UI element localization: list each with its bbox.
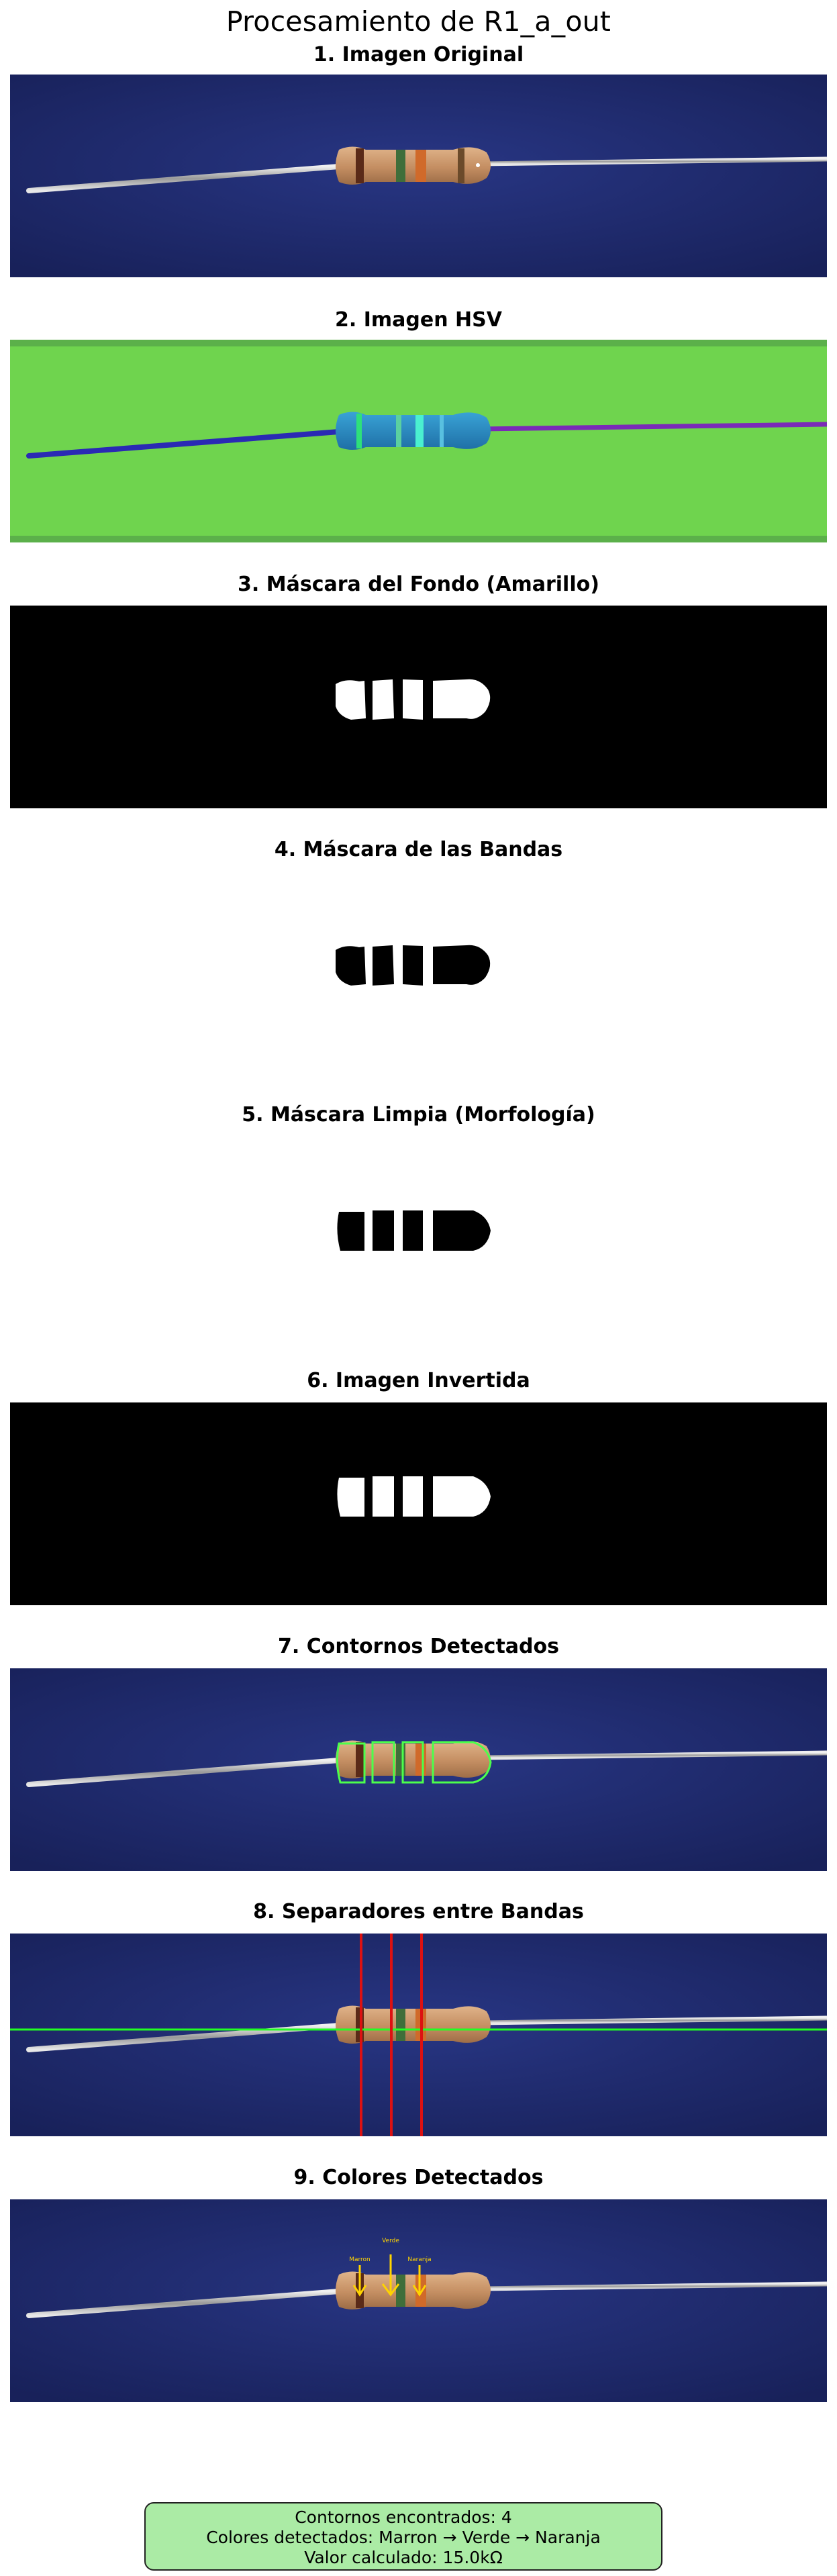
- summary-value: Valor calculado: 15.0kΩ: [304, 2548, 503, 2567]
- label-band2: Verde: [382, 2238, 399, 2244]
- label-band3: Naranja: [407, 2256, 431, 2263]
- panel-clean-mask: [10, 1137, 827, 1339]
- panel-title-inverted: 6. Imagen Invertida: [307, 1369, 530, 1392]
- panel-title-separators: 8. Separadores entre Bandas: [253, 1900, 584, 1923]
- summary-contours: Contornos encontrados: 4: [295, 2508, 512, 2527]
- summary-box: Contornos encontrados: 4 Colores detecta…: [144, 2502, 662, 2571]
- panel-background-mask: [10, 606, 827, 808]
- panel-title-hsv: 2. Imagen HSV: [335, 308, 502, 332]
- panel-separators-image: [10, 1934, 827, 2136]
- panel-title-contours: 7. Contornos Detectados: [278, 1635, 559, 1658]
- panel-bands-mask: [10, 871, 827, 1074]
- panel-title-original: 1. Imagen Original: [313, 43, 524, 66]
- panel-contours-image: [10, 1668, 827, 1871]
- panel-title-clean-mask: 5. Máscara Limpia (Morfología): [242, 1103, 595, 1127]
- panel-title-background-mask: 3. Máscara del Fondo (Amarillo): [238, 573, 599, 596]
- label-band1: Marron: [349, 2256, 371, 2263]
- panel-original-image: [10, 75, 827, 277]
- panel-title-bands-mask: 4. Máscara de las Bandas: [274, 838, 563, 861]
- panel-hsv-image: [10, 340, 827, 542]
- figure-title: Procesamiento de R1_a_out: [226, 5, 611, 38]
- panel-title-detected-colors: 9. Colores Detectados: [293, 2166, 544, 2189]
- panel-inverted-image: [10, 1402, 827, 1605]
- summary-colors: Colores detectados: Marron → Verde → Nar…: [206, 2528, 601, 2547]
- panel-detected-colors-image: Marron Verde Naranja: [10, 2199, 827, 2402]
